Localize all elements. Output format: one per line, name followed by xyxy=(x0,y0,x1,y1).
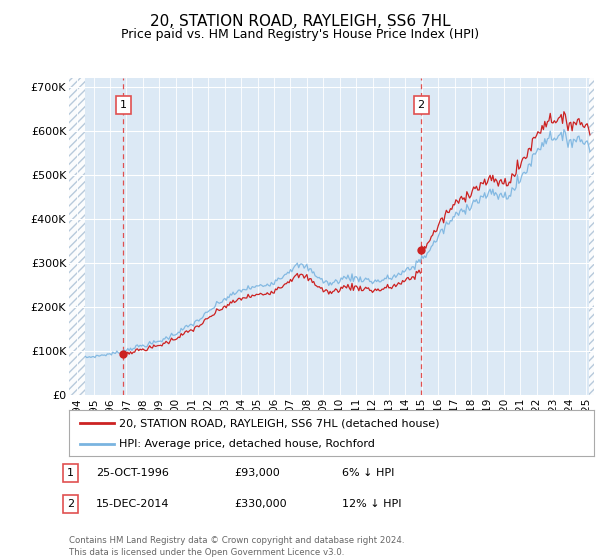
Text: 1: 1 xyxy=(120,100,127,110)
Text: 12% ↓ HPI: 12% ↓ HPI xyxy=(342,499,401,509)
Text: Price paid vs. HM Land Registry's House Price Index (HPI): Price paid vs. HM Land Registry's House … xyxy=(121,28,479,41)
Text: 2: 2 xyxy=(67,499,74,509)
Text: Contains HM Land Registry data © Crown copyright and database right 2024.
This d: Contains HM Land Registry data © Crown c… xyxy=(69,536,404,557)
Text: 1: 1 xyxy=(67,468,74,478)
Text: 20, STATION ROAD, RAYLEIGH, SS6 7HL: 20, STATION ROAD, RAYLEIGH, SS6 7HL xyxy=(149,14,451,29)
Text: 15-DEC-2014: 15-DEC-2014 xyxy=(96,499,170,509)
Text: £93,000: £93,000 xyxy=(234,468,280,478)
Text: HPI: Average price, detached house, Rochford: HPI: Average price, detached house, Roch… xyxy=(119,438,375,449)
Text: 25-OCT-1996: 25-OCT-1996 xyxy=(96,468,169,478)
Text: 2: 2 xyxy=(418,100,425,110)
Text: 20, STATION ROAD, RAYLEIGH, SS6 7HL (detached house): 20, STATION ROAD, RAYLEIGH, SS6 7HL (det… xyxy=(119,418,439,428)
Text: £330,000: £330,000 xyxy=(234,499,287,509)
Text: 6% ↓ HPI: 6% ↓ HPI xyxy=(342,468,394,478)
